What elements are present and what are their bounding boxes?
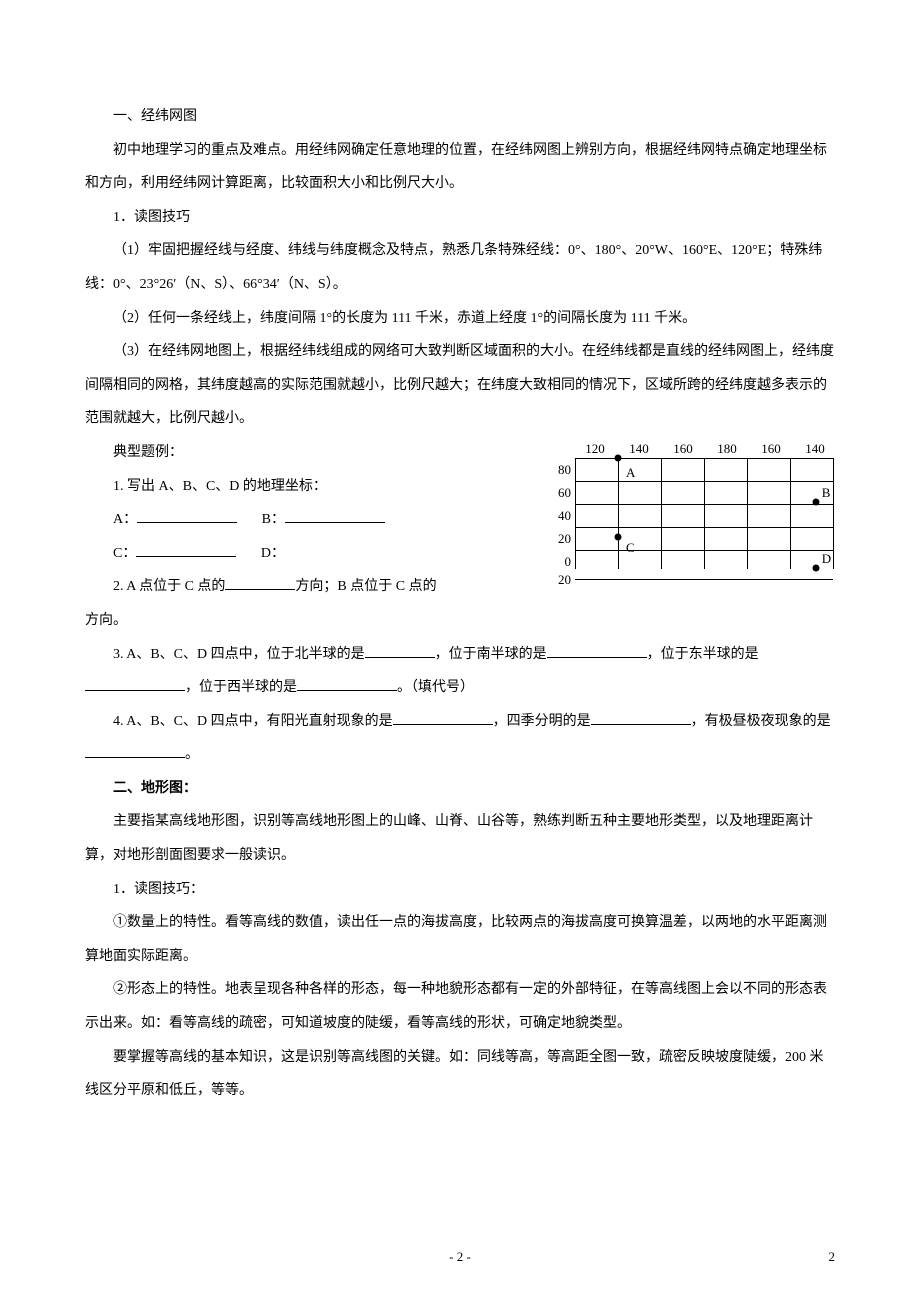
y-label: 0 xyxy=(545,555,575,568)
q2-part-a: 2. A 点位于 C 点的 xyxy=(113,579,225,594)
q2-part-b: 方向；B 点位于 C 点的 xyxy=(295,579,436,594)
blank-q4a[interactable] xyxy=(393,708,493,724)
q4-b: ，四季分明的是 xyxy=(493,714,591,729)
blank-a[interactable] xyxy=(137,507,237,523)
section2-p2: ①数量上的特性。看等高线的数值，读出任一点的海拔高度，比较两点的海拔高度可换算温… xyxy=(85,906,835,973)
label-d: D： xyxy=(261,546,285,561)
blank-q3a[interactable] xyxy=(365,641,435,657)
q3-b: ，位于南半球的是 xyxy=(435,647,547,662)
y-label: 20 xyxy=(545,573,575,586)
section1-p4: （3）在经纬网地图上，根据经纬线组成的网络可大致判断区域面积的大小。在经纬线都是… xyxy=(85,335,835,436)
question-3: 3. A、B、C、D 四点中，位于北半球的是 ，位于南半球的是 ，位于东半球的是 ，位… xyxy=(85,638,835,705)
x-label: 160 xyxy=(663,440,703,458)
label-a: A： xyxy=(113,512,137,527)
q3-c: ，位于东半球的是 xyxy=(647,647,759,662)
section2-p1: 主要指某高线地形图，识别等高线地形图上的山峰、山脊、山谷等，熟练判断五种主要地形… xyxy=(85,805,835,872)
page-footer-right: 2 xyxy=(829,1241,836,1272)
q4-c: ，有极昼极夜现象的是 xyxy=(691,714,831,729)
blank-q3d[interactable] xyxy=(297,675,397,691)
q4-d: 。 xyxy=(185,747,199,762)
section1-sub1: 1．读图技巧 xyxy=(85,201,835,235)
blank-q3b[interactable] xyxy=(547,641,647,657)
y-label: 80 xyxy=(545,463,575,476)
blank-q2a[interactable] xyxy=(225,574,295,590)
chart-x-labels: 120 140 160 180 160 140 xyxy=(545,440,835,458)
q3-a: 3. A、B、C、D 四点中，位于北半球的是 xyxy=(113,647,365,662)
x-label: 140 xyxy=(795,440,835,458)
y-label: 40 xyxy=(545,509,575,522)
blank-b[interactable] xyxy=(285,507,385,523)
x-label: 140 xyxy=(619,440,659,458)
blank-q4c[interactable] xyxy=(85,742,185,758)
section1-p2: （1）牢固把握经线与经度、纬线与纬度概念及特点，熟悉几条特殊经线：0°、180°… xyxy=(85,234,835,301)
section2-heading: 二、地形图： xyxy=(85,772,835,806)
q4-a: 4. A、B、C、D 四点中，有阳光直射现象的是 xyxy=(113,714,393,729)
document-page: 一、经纬网图 初中地理学习的重点及难点。用经纬网确定任意地理的位置，在经纬网图上… xyxy=(0,0,920,1302)
x-label: 120 xyxy=(575,440,615,458)
y-label: 20 xyxy=(545,532,575,545)
section1-p3: （2）任何一条经线上，纬度间隔 1°的长度为 111 千米，赤道上经度 1°的间… xyxy=(85,302,835,336)
q3-d: ，位于西半球的是 xyxy=(185,680,297,695)
section1-p1: 初中地理学习的重点及难点。用经纬网确定任意地理的位置，在经纬网图上辨别方向，根据… xyxy=(85,134,835,201)
section1-heading: 一、经纬网图 xyxy=(85,100,835,134)
question-4: 4. A、B、C、D 四点中，有阳光直射现象的是 ，四季分明的是 ，有极昼极夜现象的… xyxy=(85,705,835,772)
q3-e: 。（填代号） xyxy=(397,680,474,695)
label-b: B： xyxy=(262,512,285,527)
blank-q3c[interactable] xyxy=(85,675,185,691)
question-2-tail: 方向。 xyxy=(85,604,835,638)
page-footer-center: - 2 - xyxy=(0,1241,920,1272)
section2-p3: ②形态上的特性。地表呈现各种各样的形态，每一种地貌形态都有一定的外部特征，在等高… xyxy=(85,973,835,1040)
section2-p4: 要掌握等高线的基本知识，这是识别等高线图的关键。如：同线等高，等高距全图一致，疏… xyxy=(85,1041,835,1108)
label-c: C： xyxy=(113,546,136,561)
blank-q4b[interactable] xyxy=(591,708,691,724)
blank-c[interactable] xyxy=(136,540,236,556)
x-label: 160 xyxy=(751,440,791,458)
y-label: 60 xyxy=(545,486,575,499)
grid-container: 80604020020ABCD xyxy=(545,458,835,586)
section2-sub1: 1．读图技巧： xyxy=(85,873,835,907)
latlong-grid-chart: 120 140 160 180 160 140 80604020020ABCD xyxy=(545,440,835,586)
x-label: 180 xyxy=(707,440,747,458)
